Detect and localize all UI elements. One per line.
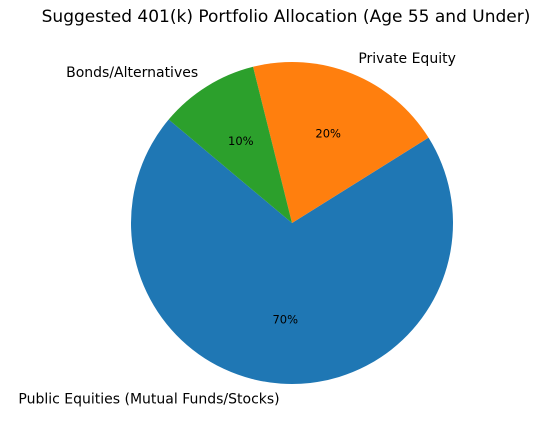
pie-slice-0 [131,119,454,385]
pie-slice-1 [253,61,429,223]
slice-percent-label-0: 70% [272,312,298,326]
slice-category-label-2: Bonds/Alternatives [66,65,198,81]
pie-slices [131,61,454,385]
slice-category-label-1: Private Equity [358,51,456,67]
slice-percent-label-1: 20% [315,126,341,140]
slice-percent-label-2: 10% [228,134,254,148]
pie-labels: 70% Public Equities (Mutual Funds/Stocks)… [18,51,455,408]
slice-category-label-0: Public Equities (Mutual Funds/Stocks) [18,392,279,408]
chart-title: Suggested 401(k) Portfolio Allocation (A… [42,7,531,27]
pie-slice-2 [168,66,292,224]
